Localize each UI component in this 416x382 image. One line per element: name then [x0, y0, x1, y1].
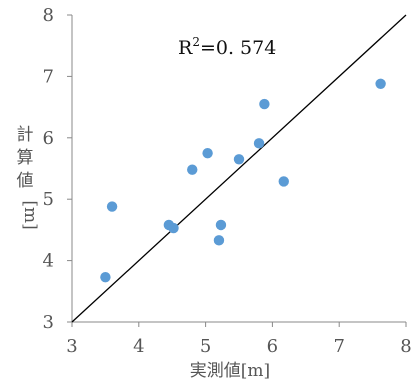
data-point [168, 222, 179, 234]
y-tick-label: 6 [43, 128, 54, 149]
data-point [253, 138, 265, 149]
annotation-value: =0. 574 [200, 37, 276, 59]
data-point [213, 235, 225, 246]
data-point [233, 154, 245, 165]
y-tick-label: 3 [43, 312, 54, 333]
x-tick-label: 7 [333, 336, 344, 357]
data-point [202, 147, 213, 159]
x-tick-label: 6 [267, 336, 278, 357]
x-axis-title: 実測値[m] [190, 361, 270, 381]
y-axis-title-unit: [m] [20, 200, 40, 229]
y-axis-title: 計算値 [m] [17, 125, 41, 230]
y-axis-title-char: 計 [17, 125, 34, 145]
y-tick-label: 8 [43, 5, 54, 26]
y-tick-label: 5 [43, 189, 54, 210]
data-points [100, 78, 386, 283]
y-axis-title-char: 算 [17, 148, 34, 168]
x-tick-label: 8 [400, 336, 411, 357]
r-squared-annotation: R2=0. 574 [178, 35, 276, 59]
x-tick-label: 4 [133, 336, 144, 357]
y-tick-labels: 3 4 5 6 7 8 [43, 5, 72, 333]
annotation-base: R [178, 37, 193, 59]
y-tick-label: 7 [43, 66, 54, 87]
data-point [375, 78, 386, 89]
x-tick-label: 3 [66, 336, 77, 357]
annotation-superscript: 2 [192, 35, 200, 49]
data-point [106, 201, 118, 212]
data-point [259, 98, 270, 110]
data-point [215, 219, 227, 231]
x-tick-label: 5 [200, 336, 211, 357]
y-axis-title-char: 値 [17, 171, 34, 191]
data-point [187, 164, 198, 175]
data-point [100, 271, 111, 283]
x-tick-labels: 3 4 5 6 7 8 [66, 322, 412, 357]
reference-line [71, 14, 407, 323]
y-tick-label: 4 [43, 251, 54, 272]
data-point [278, 176, 289, 187]
